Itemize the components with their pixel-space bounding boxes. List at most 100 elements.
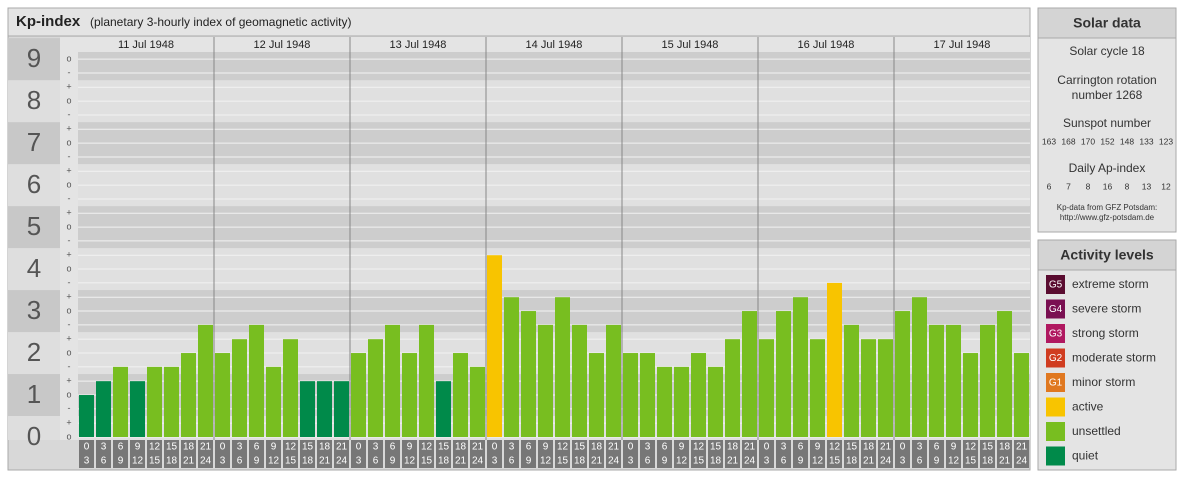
bar [130, 381, 145, 437]
hour-label: 15 [285, 456, 297, 467]
hour-label: 3 [781, 442, 787, 453]
hour-label: 6 [645, 456, 651, 467]
hour-label: 6 [509, 456, 515, 467]
hour-label: 6 [254, 442, 260, 453]
hour-cell [113, 440, 128, 468]
day-label: 14 Jul 1948 [526, 39, 583, 51]
hour-cell [742, 440, 757, 468]
hour-cell [351, 440, 366, 468]
hour-label: 9 [390, 456, 396, 467]
hour-cell [215, 440, 230, 468]
solar-text: number 1268 [1072, 88, 1143, 102]
ap-value: 8 [1125, 181, 1130, 191]
chart-title: Kp-index [16, 13, 81, 30]
hour-cell [453, 440, 468, 468]
hour-label: 24 [472, 456, 484, 467]
hour-label: 3 [84, 456, 90, 467]
hour-label: 12 [812, 456, 824, 467]
hour-label: 3 [373, 442, 379, 453]
minor-tick-label: + [66, 124, 71, 134]
sunspot-value: 123 [1159, 136, 1173, 146]
hour-label: 18 [166, 456, 178, 467]
hour-cell [691, 440, 706, 468]
hour-cell [470, 440, 485, 468]
bar [657, 366, 672, 437]
hour-label: 9 [407, 442, 413, 453]
bar [691, 353, 706, 437]
bar [963, 353, 978, 437]
hour-cell [997, 440, 1012, 468]
hour-label: 9 [526, 456, 532, 467]
hour-label: 9 [934, 456, 940, 467]
hour-cell [810, 440, 825, 468]
hour-label: 3 [492, 456, 498, 467]
legend-label: severe storm [1072, 302, 1141, 316]
legend-label: minor storm [1072, 375, 1135, 389]
hour-label: 9 [815, 442, 821, 453]
legend-label: extreme storm [1072, 277, 1149, 291]
hour-cell [385, 440, 400, 468]
legend-label: moderate storm [1072, 351, 1156, 365]
legend-header [1037, 239, 1177, 271]
hour-label: 0 [220, 442, 226, 453]
minor-tick-label: - [68, 109, 71, 119]
day-label: 16 Jul 1948 [798, 39, 855, 51]
bar [147, 366, 162, 437]
hour-cell [266, 440, 281, 468]
minor-tick-label: + [66, 82, 71, 92]
legend-swatch [1046, 275, 1065, 294]
y-tick-label: 7 [27, 127, 41, 157]
hour-label: 12 [421, 442, 433, 453]
hour-label: 24 [336, 456, 348, 467]
hour-label: 15 [574, 442, 586, 453]
minor-tick-label: - [68, 361, 71, 371]
hour-cell [623, 440, 638, 468]
hour-label: 12 [404, 456, 416, 467]
hour-cell [232, 440, 247, 468]
hour-cell [657, 440, 672, 468]
hour-label: 21 [336, 442, 348, 453]
sunspot-value: 133 [1139, 136, 1153, 146]
hour-cell [674, 440, 689, 468]
minor-tick-label: o [66, 179, 71, 189]
hour-cell [181, 440, 196, 468]
hour-label: 18 [455, 442, 467, 453]
y-tick-cell [8, 416, 60, 440]
bar [708, 366, 723, 437]
legend-code: G1 [1049, 378, 1063, 389]
minor-tick-label: + [66, 376, 71, 386]
hour-cell [334, 440, 349, 468]
hour-label: 15 [710, 442, 722, 453]
y-tick-label: 9 [27, 43, 41, 73]
bar [555, 297, 570, 437]
day-label: 12 Jul 1948 [254, 39, 311, 51]
day-label: 15 Jul 1948 [662, 39, 719, 51]
hour-label: 3 [628, 456, 634, 467]
hour-cell [317, 440, 332, 468]
hour-label: 21 [472, 442, 484, 453]
bar [980, 324, 995, 437]
chart-subtitle: (planetary 3-hourly index of geomagnetic… [90, 15, 351, 29]
bar [538, 324, 553, 437]
bar [997, 311, 1012, 437]
sunspot-value: 148 [1120, 136, 1134, 146]
bar [759, 339, 774, 437]
hour-label: 15 [166, 442, 178, 453]
hour-cell [708, 440, 723, 468]
hour-label: 12 [540, 456, 552, 467]
hour-cell [1014, 440, 1029, 468]
minor-tick-label: o [66, 54, 71, 64]
bar [674, 366, 689, 437]
y-tick-cell [8, 122, 60, 165]
bar [793, 297, 808, 437]
ap-value: 16 [1103, 181, 1113, 191]
hour-label: 3 [237, 442, 243, 453]
hour-label: 18 [727, 442, 739, 453]
minor-tick-label: - [68, 235, 71, 245]
hour-label: 18 [710, 456, 722, 467]
hour-label: 6 [662, 442, 668, 453]
hour-label: 15 [982, 442, 994, 453]
hour-label: 18 [574, 456, 586, 467]
hour-label: 12 [132, 456, 144, 467]
hour-label: 15 [302, 442, 314, 453]
